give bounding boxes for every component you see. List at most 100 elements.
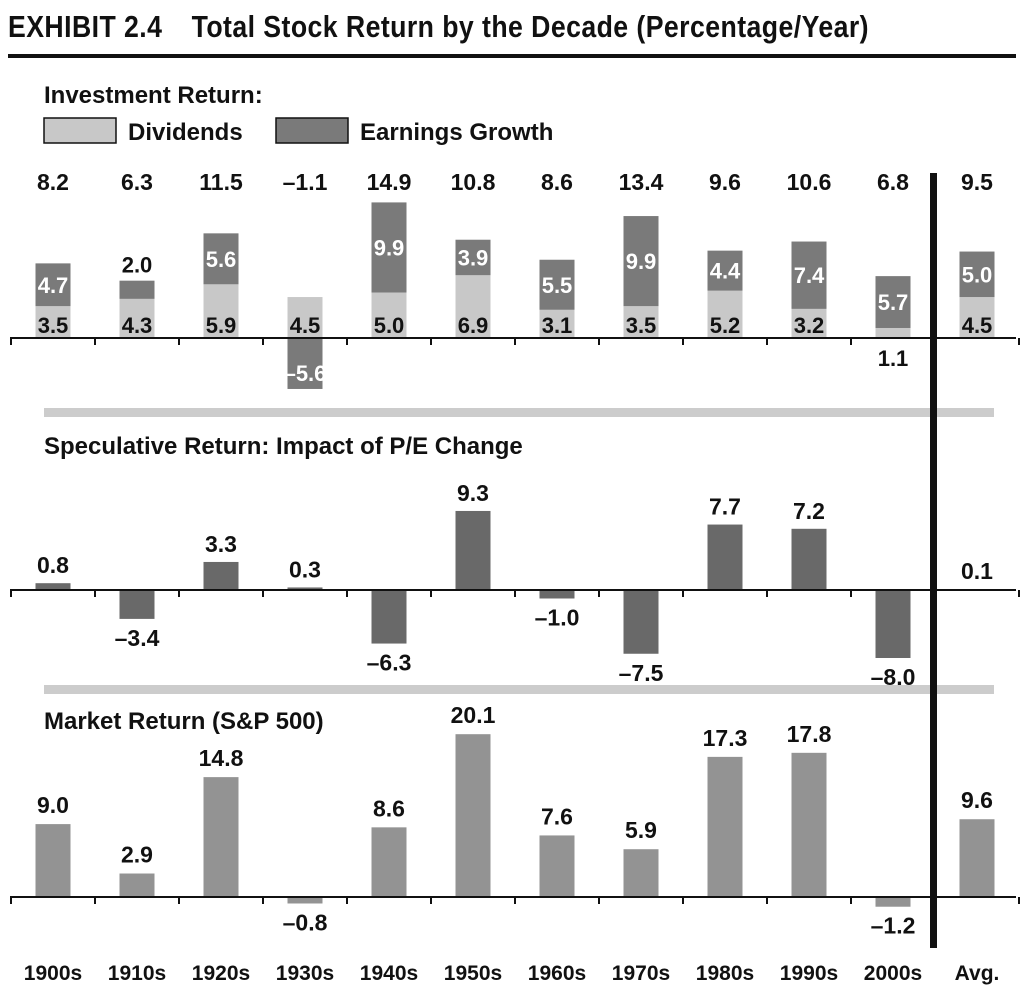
earnings-bar-1960s <box>539 259 575 310</box>
earnings-bar-1920s <box>203 233 239 285</box>
market-value-label-1920s: 14.8 <box>199 745 244 771</box>
dividends-bar-1910s <box>119 298 155 338</box>
investment-total-label-1930s: –1.1 <box>283 169 328 195</box>
market-bar-1910s <box>119 873 155 897</box>
dividends-value-label-1930s: 4.5 <box>290 313 321 338</box>
axes-layer <box>10 173 1020 948</box>
dividends-bar-1990s <box>791 308 827 338</box>
speculative-value-label-2000s: –8.0 <box>871 664 916 690</box>
title-rule <box>8 54 1016 58</box>
dividends-value-label-1920s: 5.9 <box>206 313 237 338</box>
market-value-label-1990s: 17.8 <box>787 721 832 747</box>
speculative-bar-1940s <box>371 590 407 644</box>
speculative-value-label-avg: 0.1 <box>961 558 993 584</box>
speculative-bar-1990s <box>791 528 827 590</box>
dividends-bar-1960s <box>539 309 575 338</box>
earnings-bar-1930s <box>287 338 323 389</box>
exhibit-title: EXHIBIT 2.4 Total Stock Return by the Dec… <box>8 2 869 52</box>
earnings-value-label-1970s: 9.9 <box>626 249 657 274</box>
earnings-value-label-1920s: 5.6 <box>206 247 237 272</box>
category-label-2000s: 2000s <box>864 962 922 985</box>
earnings-value-label-1960s: 5.5 <box>542 273 573 298</box>
earnings-bar-1940s <box>371 202 407 293</box>
speculative-value-label-1900s: 0.8 <box>37 552 69 578</box>
speculative-bar-1900s <box>35 583 71 590</box>
dividends-value-label-1910s: 4.3 <box>122 313 153 338</box>
speculative-value-label-1960s: –1.0 <box>535 605 580 631</box>
speculative-value-label-1980s: 7.7 <box>709 494 741 520</box>
dividends-bar-1940s <box>371 292 407 338</box>
bars-layer <box>35 117 995 907</box>
earnings-bar-1990s <box>791 241 827 309</box>
speculative-bar-1910s <box>119 590 155 619</box>
investment-total-label-2000s: 6.8 <box>877 169 909 195</box>
category-label-1980s: 1980s <box>696 962 754 985</box>
speculative-value-label-1940s: –6.3 <box>367 650 412 676</box>
market-value-label-1900s: 9.0 <box>37 792 69 818</box>
category-label-1940s: 1940s <box>360 962 418 985</box>
dividends-value-label-1940s: 5.0 <box>374 313 405 338</box>
category-label-1930s: 1930s <box>276 962 334 985</box>
panel-separator <box>44 685 994 694</box>
dividends-value-label-1950s: 6.9 <box>458 313 489 338</box>
market-return-title: Market Return (S&P 500) <box>44 708 324 735</box>
speculative-value-label-1990s: 7.2 <box>793 498 825 524</box>
earnings-value-label-1980s: 4.4 <box>710 259 741 284</box>
market-bar-1990s <box>791 752 827 897</box>
speculative-value-label-1920s: 3.3 <box>205 531 237 557</box>
dividends-bar-1930s <box>287 297 323 338</box>
labels-layer: Investment Return: Dividends Earnings Grow… <box>24 82 1000 985</box>
speculative-return-title: Speculative Return: Impact of P/E Change <box>44 433 523 460</box>
speculative-value-label-1910s: –3.4 <box>115 625 160 651</box>
speculative-bar-1950s <box>455 510 491 590</box>
category-label-1950s: 1950s <box>444 962 502 985</box>
investment-total-label-1990s: 10.6 <box>787 169 832 195</box>
market-bar-1930s <box>287 897 323 904</box>
category-label-1970s: 1970s <box>612 962 670 985</box>
dividends-value-label-1990s: 3.2 <box>794 313 825 338</box>
dividends-bar-1980s <box>707 290 743 338</box>
exhibit-label: EXHIBIT 2.4 <box>8 9 163 44</box>
speculative-bar-1920s <box>203 561 239 590</box>
investment-total-label-1960s: 8.6 <box>541 169 573 195</box>
earnings-bar-2000s <box>875 276 911 328</box>
dividends-bar-1970s <box>623 306 659 338</box>
market-bar-2000s <box>875 897 911 907</box>
market-value-label-1950s: 20.1 <box>451 702 496 728</box>
earnings-bar-avg <box>959 251 995 298</box>
market-bar-avg <box>959 819 995 897</box>
earnings-value-label-1990s: 7.4 <box>794 263 825 288</box>
background-layer <box>44 408 994 694</box>
category-label-avg: Avg. <box>955 962 1000 985</box>
panel-separator <box>44 408 994 417</box>
speculative-value-label-1930s: 0.3 <box>289 556 321 582</box>
market-value-label-1910s: 2.9 <box>121 842 153 868</box>
market-bar-1900s <box>35 824 71 897</box>
market-bar-1940s <box>371 827 407 897</box>
speculative-value-label-1950s: 9.3 <box>457 480 489 506</box>
speculative-bar-1960s <box>539 590 575 599</box>
dividends-bar-1950s <box>455 275 491 338</box>
dividends-bar-1920s <box>203 284 239 338</box>
market-value-label-1960s: 7.6 <box>541 803 573 829</box>
earnings-value-label-avg: 5.0 <box>962 262 993 287</box>
earnings-value-label-1930s: –5.6 <box>284 361 327 386</box>
dividends-value-label-1970s: 3.5 <box>626 313 657 338</box>
earnings-bar-1900s <box>35 263 71 307</box>
investment-total-label-1900s: 8.2 <box>37 169 69 195</box>
speculative-bar-1970s <box>623 590 659 654</box>
investment-total-label-1950s: 10.8 <box>451 169 496 195</box>
legend-dividends-swatch <box>43 117 117 144</box>
market-value-label-2000s: –1.2 <box>871 913 916 939</box>
dividends-value-label-2000s: 1.1 <box>878 346 909 371</box>
speculative-bar-1930s <box>287 587 323 590</box>
legend-earnings-label: Earnings Growth <box>360 119 553 146</box>
market-value-label-avg: 9.6 <box>961 787 993 813</box>
investment-total-label-1970s: 13.4 <box>619 169 664 195</box>
investment-total-label-avg: 9.5 <box>961 169 993 195</box>
dividends-bar-1900s <box>35 306 71 338</box>
earnings-value-label-1940s: 9.9 <box>374 235 405 260</box>
dividends-value-label-avg: 4.5 <box>962 313 993 338</box>
market-value-label-1930s: –0.8 <box>283 909 328 935</box>
